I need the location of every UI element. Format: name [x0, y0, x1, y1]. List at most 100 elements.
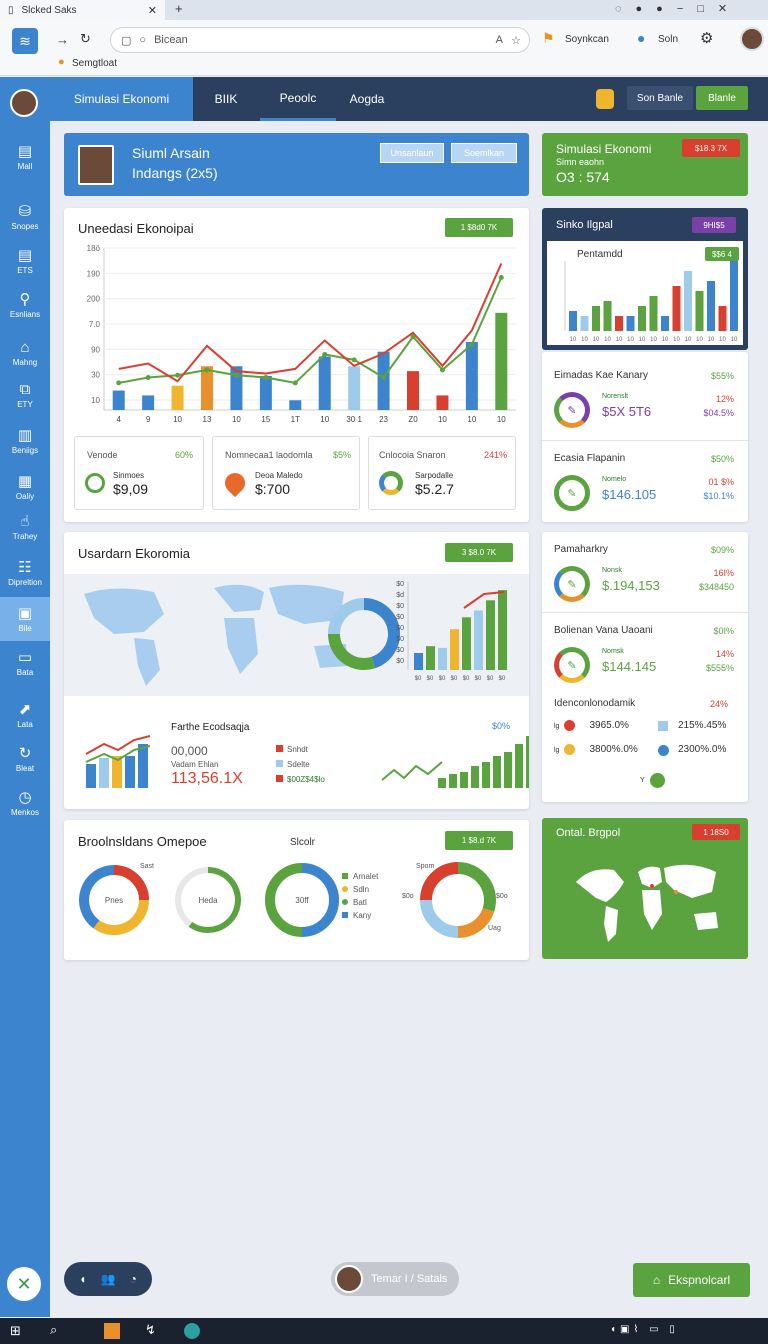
app-logo-icon[interactable]: ≋: [12, 28, 38, 54]
profile-label[interactable]: Soynkcan: [565, 34, 609, 45]
global-world-map: [576, 864, 718, 942]
sidebar-item-bata[interactable]: ▭ Bata: [0, 641, 50, 685]
sidebar-item-bile[interactable]: ▣ Bile: [0, 597, 50, 641]
sidebar-item-lata[interactable]: ⬈ Lata: [0, 693, 50, 737]
side-bar: [730, 261, 738, 331]
simulasi-sub: Simn eaohn: [556, 157, 605, 167]
side-x-tick: 10: [604, 337, 611, 343]
farm-bar-right: [438, 778, 446, 788]
app-icon-3[interactable]: [184, 1323, 200, 1339]
map-donut-segment: [328, 598, 365, 635]
sidebar-item-label: Oaliy: [15, 491, 35, 501]
reload-icon[interactable]: ↻: [80, 31, 91, 46]
new-tab-icon[interactable]: +: [175, 1, 183, 16]
sidebar-item-bleat[interactable]: ↻ Bleat: [0, 737, 50, 781]
tab-peoolc[interactable]: Peoolc: [260, 77, 336, 121]
economic-chart: 18ö 190 200 7.0 90 30 10 4 9 10 13 10 15 1T 10 30 1 23 Z0…: [87, 244, 516, 424]
star-icon[interactable]: ☆: [511, 34, 521, 47]
tab-biik[interactable]: BIIK: [214, 92, 238, 106]
profile-icon[interactable]: ⚑: [542, 30, 555, 46]
tab-close-icon[interactable]: ✕: [147, 4, 157, 17]
bookmark-label[interactable]: Semgtloat: [72, 58, 118, 69]
read-aloud-icon[interactable]: A: [495, 34, 503, 46]
chat-avatar: [335, 1265, 363, 1293]
avatar[interactable]: [740, 27, 764, 51]
side-chart-badge: 9HI$5: [692, 217, 736, 233]
bar: [377, 351, 390, 410]
blanle-button[interactable]: Blanle: [696, 86, 748, 110]
donut-legend-label: Sdln: [353, 885, 370, 894]
header-button-1[interactable]: Unsanlaun: [380, 143, 444, 163]
stat-box-nomnecaa: Nomnecaa1 laodomla $5% Deoa Maledo $:700: [212, 436, 360, 510]
help-button[interactable]: ✕: [7, 1267, 41, 1301]
bar: [318, 356, 331, 410]
toolbar-users-icon[interactable]: 👥: [100, 1272, 116, 1286]
sidebar-item-label: Mall: [17, 161, 33, 171]
son-button[interactable]: Son Banle: [627, 86, 693, 110]
user-icon[interactable]: ●: [637, 30, 646, 46]
sidebar-item-mahng[interactable]: ⌂ Mahng: [0, 331, 50, 375]
user-label[interactable]: Soln: [658, 34, 679, 45]
sidebar-item-ety[interactable]: ⧉ ETY: [0, 373, 50, 417]
donut-4-segment: [420, 899, 459, 938]
bar: [465, 341, 478, 410]
app-icon-2[interactable]: ↯: [145, 1322, 156, 1337]
sidebar-item-mall[interactable]: ▤ Mall: [0, 135, 50, 179]
donut-legend-label: Kany: [353, 911, 372, 920]
sidebar-avatar[interactable]: [10, 89, 38, 117]
sidebar-item-esnlians[interactable]: ⚲ Esnlians: [0, 283, 50, 327]
browser-tab[interactable]: ▯ Slcked Saks ✕: [0, 0, 165, 20]
sidebar-item-label: Trahey: [12, 531, 38, 541]
sidebar-item-ets[interactable]: ▤ ETS: [0, 239, 50, 283]
header-button-2[interactable]: Soemlkan: [451, 143, 517, 163]
y-tick-label: 7.0: [89, 320, 101, 329]
metric-pct3: $348450: [698, 582, 734, 592]
settings-icon[interactable]: ⚙: [700, 30, 714, 47]
toolbar-item-icon[interactable]: ◖: [79, 1272, 87, 1286]
chat-pill[interactable]: Temar I / Satals: [331, 1262, 459, 1296]
map-x-tick: $0: [475, 676, 482, 682]
line-point: [498, 274, 504, 280]
start-icon[interactable]: ⊞: [10, 1323, 21, 1338]
metric-title: Ecasia Flapanin: [554, 453, 626, 464]
donut-4-bottom-label: Uag: [488, 925, 501, 932]
bar: [289, 400, 302, 410]
window-icons[interactable]: ◌●●−□✕: [615, 3, 742, 15]
sidebar-item-trahey[interactable]: ☝ Trahey: [0, 505, 50, 549]
sidebar-item-label: Beniigs: [11, 445, 39, 455]
card-icon: ▭: [17, 648, 33, 666]
sidebar-item-beniigs[interactable]: ▥ Beniigs: [0, 419, 50, 463]
system-tray-icons[interactable]: ◖▣⌇ ▭ ▯: [610, 1324, 679, 1335]
app-icon-1[interactable]: [104, 1323, 120, 1339]
map-y-tick: $0: [396, 614, 404, 621]
notification-icon[interactable]: [596, 89, 614, 109]
export-button[interactable]: ⌂ Ekspnolcarl: [633, 1263, 750, 1297]
sidebar-item-menkos[interactable]: ◷ Menkos: [0, 781, 50, 825]
back-icon[interactable]: →: [56, 32, 69, 47]
side-bar: [626, 316, 635, 331]
map-land: [214, 584, 264, 612]
toolbar-history-icon[interactable]: ◔: [129, 1272, 137, 1286]
stat-value: $:700: [255, 481, 291, 497]
map-trend-arrow: [463, 591, 505, 609]
map-land: [224, 618, 258, 674]
sidebar-item-snopes[interactable]: ⛁ Snopes: [0, 195, 50, 239]
map-y-tick: $0: [396, 625, 404, 632]
sidebar-item-oaliy[interactable]: ▦ Oaliy: [0, 465, 50, 509]
stat-pin-icon: [220, 468, 250, 498]
donut-4-mid-label: $0o: [402, 893, 414, 900]
donut-2-segment: [188, 867, 241, 933]
layers-icon: ⛁: [18, 202, 32, 220]
url-input[interactable]: ▢ ○ Bicean A ☆: [110, 27, 530, 53]
tab-aogda[interactable]: Aogda: [349, 92, 385, 106]
export-label: Ekspnolcarl: [668, 1273, 731, 1287]
tab-simulasi[interactable]: Simulasi Ekonomi: [50, 77, 193, 121]
farm-legend-item: $00Z$4$lo: [276, 772, 325, 787]
donut-1-segment: [113, 865, 149, 901]
donut-legend-label: Arnalet: [353, 872, 379, 881]
farm-bar-right: [449, 774, 457, 788]
search-icon[interactable]: ⌕: [50, 1322, 58, 1337]
sidebar-item-dipreltion[interactable]: ☷ Dipreltion: [0, 551, 50, 595]
map-y-tick: $0: [396, 603, 404, 610]
stat-value: $9,09: [113, 481, 149, 497]
